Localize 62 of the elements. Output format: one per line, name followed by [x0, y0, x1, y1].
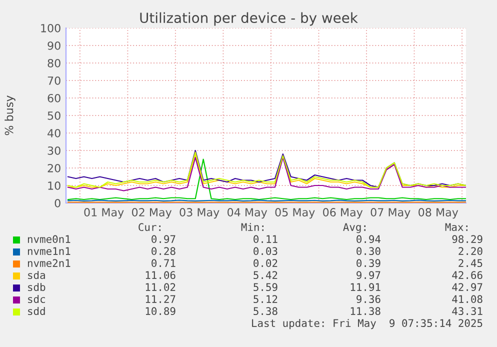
y-tick-label: 30 — [48, 146, 60, 155]
y-tick-label: 20 — [48, 164, 60, 172]
text: Avg: — [343, 223, 366, 234]
legend-label: sdd — [28, 306, 45, 316]
text: 0.39 — [356, 259, 380, 268]
text: 9.36 — [356, 295, 380, 304]
y-tick-label: 40 — [48, 128, 60, 138]
y-tick-label: 10 — [48, 181, 60, 190]
text: 41.08 — [452, 295, 482, 304]
text: 9.97 — [356, 271, 380, 280]
text: 0.11 — [254, 235, 278, 244]
text: 0.30 — [356, 247, 380, 256]
y-tick-label: 100 — [41, 24, 60, 32]
text: Min: — [241, 222, 264, 231]
text: 0.71 — [152, 259, 176, 268]
text: 11.02 — [146, 283, 176, 292]
x-tick-label: 06 May — [323, 208, 363, 219]
legend-label: sda — [28, 270, 45, 280]
text: 42.97 — [452, 283, 482, 292]
text: 11.91 — [350, 283, 380, 292]
text: 10.89 — [146, 307, 176, 316]
text: Last update: Fri May 9 07:35:14 2025 — [252, 318, 482, 330]
text: 11.27 — [146, 295, 176, 303]
legend-label: nvme0n1 — [28, 235, 70, 244]
legend-label: nvme2n1 — [28, 259, 70, 268]
text: 5.59 — [254, 283, 278, 292]
text: 2.45 — [458, 259, 482, 268]
y-tick-label: 70 — [48, 76, 60, 85]
text: 0.03 — [254, 247, 278, 256]
y-tick-label: 90 — [48, 41, 60, 50]
legend-label: sdc — [28, 294, 45, 304]
text: 98.29 — [452, 235, 482, 244]
x-tick-label: 01 May — [84, 208, 124, 219]
x-tick-label: 03 May — [180, 208, 220, 219]
text: 0.94 — [356, 235, 381, 244]
text: 5.12 — [254, 295, 278, 304]
y-tick-label: 0 — [54, 198, 60, 208]
y-tick-label: 50 — [48, 111, 60, 120]
y-tick-label: 60 — [48, 94, 60, 102]
text: 0.28 — [152, 247, 176, 256]
x-tick-label: 08 May — [418, 208, 458, 219]
text: 43.31 — [452, 307, 482, 316]
chart-title: Utilization per device - by week — [140, 12, 358, 26]
text: 5.42 — [254, 271, 278, 280]
x-tick-label: 05 May — [275, 208, 315, 219]
text: 42.66 — [452, 271, 482, 280]
text: 11.38 — [350, 307, 380, 316]
text: Cur: — [138, 223, 160, 232]
text: 0.97 — [152, 235, 176, 244]
text: 2.20 — [458, 247, 482, 256]
x-tick-label: 07 May — [370, 208, 410, 219]
y-axis-title: % busy — [4, 96, 16, 136]
text: 0.02 — [254, 259, 278, 268]
text: 11.06 — [146, 271, 176, 280]
legend-label: sdb — [28, 282, 46, 292]
line-series — [67, 158, 466, 200]
x-tick-label: 04 May — [228, 208, 268, 219]
legend-label: nvme1n1 — [28, 247, 70, 256]
x-tick-label: 02 May — [132, 208, 172, 219]
text: 5.38 — [254, 307, 278, 316]
y-tick-label: 80 — [48, 58, 60, 68]
text: Max: — [445, 223, 468, 232]
